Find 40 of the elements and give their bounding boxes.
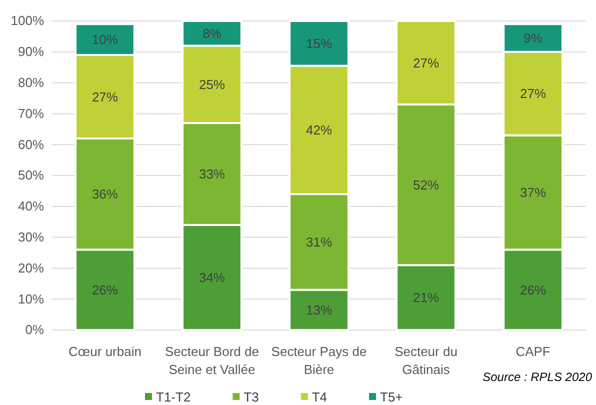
data-label: 10%	[92, 32, 118, 48]
data-label: 37%	[520, 185, 546, 200]
data-label: 15%	[306, 36, 332, 51]
data-label: 27%	[92, 89, 118, 104]
y-tick-label: 0%	[25, 322, 44, 338]
data-label: 27%	[520, 86, 546, 102]
legend-label: T1-T2	[156, 390, 191, 405]
x-tick-label: Cœur urbain	[68, 344, 142, 359]
y-tick-label: 30%	[18, 229, 44, 244]
x-tick-label: Secteur Bord de Seine et Vallée	[165, 344, 259, 377]
data-label: 42%	[306, 122, 332, 138]
y-tick-label: 40%	[18, 198, 44, 214]
y-tick-label: 50%	[18, 168, 44, 183]
data-label: 8%	[202, 26, 222, 41]
data-label: 26%	[520, 282, 546, 298]
source-note: Source : RPLS 2020	[482, 370, 592, 384]
data-label: 21%	[413, 290, 440, 306]
y-tick-label: 100%	[10, 13, 44, 28]
legend-label: T3	[244, 390, 259, 405]
data-label: 33%	[198, 166, 226, 182]
data-label: 26%	[92, 282, 118, 298]
data-label: 34%	[198, 270, 226, 286]
data-label: 25%	[198, 76, 226, 92]
data-label: 31%	[306, 234, 332, 250]
y-tick-label: 80%	[18, 74, 44, 90]
x-tick-label: CAPF	[516, 344, 550, 359]
y-tick-label: 10%	[18, 291, 44, 306]
data-label: 13%	[306, 302, 332, 318]
y-tick-label: 60%	[18, 136, 44, 152]
data-label: 52%	[413, 177, 440, 192]
y-tick-label: 20%	[18, 260, 44, 276]
x-tick-label: Secteur Pays de Bière	[271, 344, 367, 377]
legend-label: T5+	[380, 390, 403, 405]
x-tick-label: Secteur du Gâtinais	[394, 344, 458, 377]
legend-label: T4	[312, 390, 328, 405]
data-label: 27%	[413, 55, 440, 70]
data-label: 36%	[92, 186, 118, 202]
data-label: 9%	[524, 30, 543, 46]
y-tick-label: 70%	[18, 106, 44, 121]
y-tick-label: 90%	[18, 44, 44, 60]
